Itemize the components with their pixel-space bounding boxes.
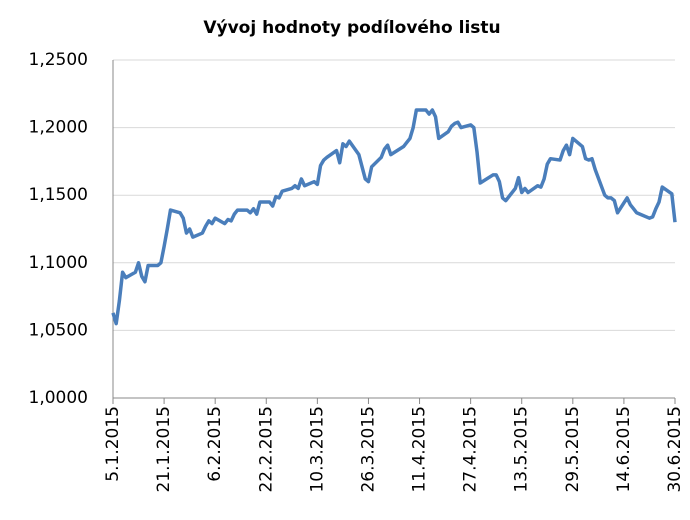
y-tick-label: 1,1000 [29, 253, 88, 273]
y-tick-label: 1,2000 [29, 118, 88, 138]
x-tick-label: 29.5.2015 [563, 406, 583, 493]
y-tick-label: 1,0000 [29, 388, 88, 408]
x-tick-label: 11.4.2015 [410, 406, 430, 493]
x-tick-label: 27.4.2015 [461, 406, 481, 493]
x-tick-label: 26.3.2015 [358, 406, 378, 493]
x-tick-label: 10.3.2015 [307, 406, 327, 493]
x-tick-label: 5.1.2015 [103, 406, 123, 482]
x-tick-label: 14.6.2015 [614, 406, 634, 493]
x-tick-label: 30.6.2015 [665, 406, 685, 493]
line [111, 108, 677, 326]
y-tick-label: 1,1500 [29, 185, 88, 205]
x-tick-label: 13.5.2015 [512, 406, 532, 493]
x-tick-label: 21.1.2015 [154, 406, 174, 493]
x-tick-label: 6.2.2015 [205, 406, 225, 482]
y-tick-label: 1,2500 [29, 50, 88, 70]
chart-title: Vývoj hodnoty podílového listu [203, 18, 500, 38]
x-tick-label: 22.2.2015 [256, 406, 276, 493]
y-tick-label: 1,0500 [29, 320, 88, 340]
